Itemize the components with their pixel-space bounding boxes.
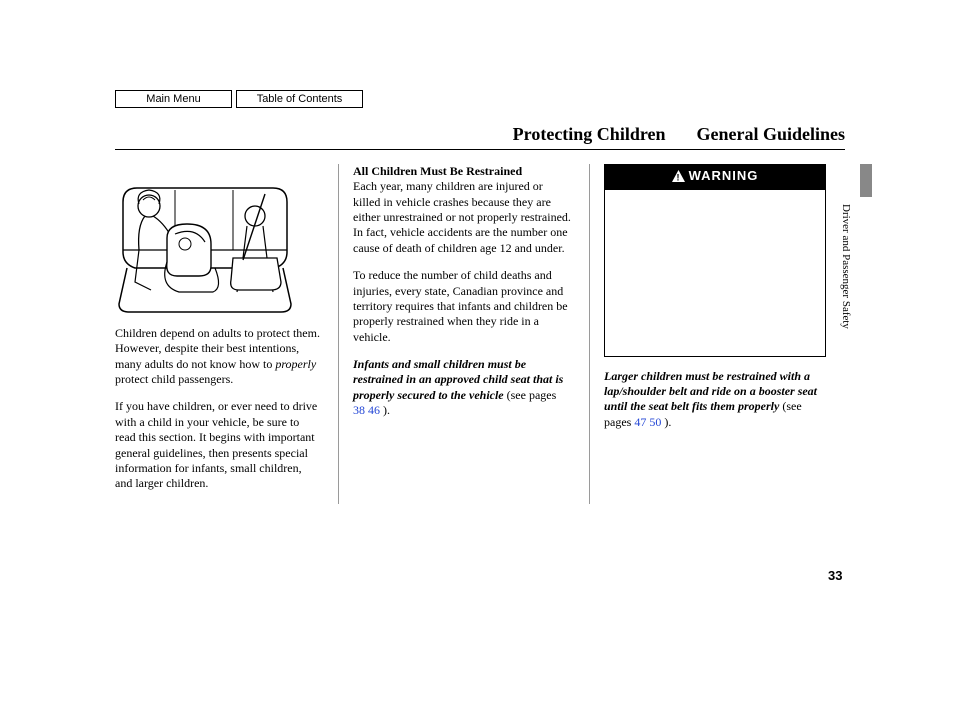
section-tab-marker <box>860 164 872 197</box>
page-link-38[interactable]: 38 <box>353 403 365 417</box>
column-3: ! WARNING Larger children must be restra… <box>589 164 826 504</box>
section-tab: Driver and Passenger Safety <box>854 164 872 409</box>
title-left: Protecting Children <box>513 124 666 144</box>
page-link-47[interactable]: 47 <box>634 415 646 429</box>
column-2: All Children Must Be Restrained Each yea… <box>338 164 571 504</box>
col1-para-2: If you have children, or ever need to dr… <box>115 399 320 491</box>
child-seat-illustration <box>115 164 295 316</box>
col2-para-3: Infants and small children must be restr… <box>353 357 571 418</box>
col2-heading: All Children Must Be Restrained <box>353 164 522 178</box>
warning-triangle-icon: ! <box>672 170 685 182</box>
page-title: Protecting Children General Guidelines <box>115 124 845 150</box>
svg-text:!: ! <box>676 173 680 183</box>
page-link-46[interactable]: 46 <box>368 403 380 417</box>
warning-header: ! WARNING <box>604 164 826 190</box>
page-link-50[interactable]: 50 <box>649 415 661 429</box>
main-menu-button[interactable]: Main Menu <box>115 90 232 108</box>
col2-para-1: All Children Must Be Restrained Each yea… <box>353 164 571 256</box>
page-number: 33 <box>828 568 842 583</box>
warning-label: WARNING <box>689 168 759 185</box>
column-1: Children depend on adults to protect the… <box>115 164 320 504</box>
col1-para-1: Children depend on adults to protect the… <box>115 326 320 387</box>
col2-para-2: To reduce the number of child deaths and… <box>353 268 571 345</box>
nav-buttons: Main Menu Table of Contents <box>115 90 845 108</box>
title-right: General Guidelines <box>697 124 846 144</box>
col3-para-1: Larger children must be restrained with … <box>604 369 826 430</box>
warning-box <box>604 189 826 357</box>
section-tab-label: Driver and Passenger Safety <box>840 204 852 404</box>
toc-button[interactable]: Table of Contents <box>236 90 363 108</box>
